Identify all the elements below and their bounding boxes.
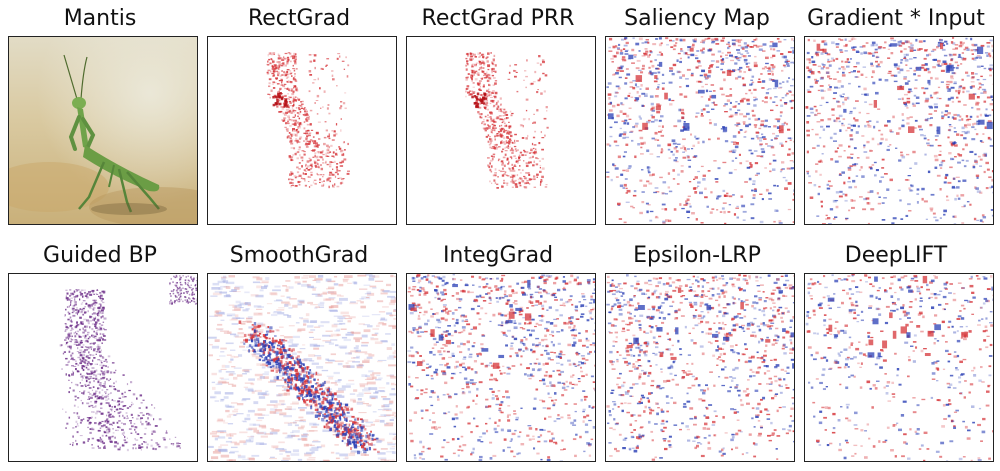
- rectgrad-attribution-map: [266, 52, 350, 189]
- rectgrad-prr-attribution-map: [465, 52, 549, 189]
- panel-mantis-photo: [8, 36, 198, 225]
- deeplift-attribution-map: [805, 274, 993, 461]
- gradient-input-attribution-map: [805, 37, 993, 224]
- panel-saliency-map: [605, 36, 795, 225]
- integgrad-attribution-map: [407, 274, 595, 461]
- saliency-map-attribution-map: [606, 37, 794, 224]
- panel-title-rectgrad-prr: RectGrad PRR: [421, 6, 575, 31]
- panel-rectgrad-prr: [406, 36, 596, 225]
- mantis-photo-image: [9, 37, 197, 224]
- panel-smoothgrad: [207, 273, 397, 462]
- panel-gradient-input: [804, 36, 994, 225]
- epsilon-lrp-attribution-map: [606, 274, 794, 461]
- guided-bp-attribution-map: [59, 274, 197, 452]
- panel-integgrad: [406, 273, 596, 462]
- panel-title-deeplift: DeepLIFT: [844, 243, 948, 268]
- panel-title-saliency-map: Saliency Map: [624, 6, 770, 31]
- panel-title-guided-bp: Guided BP: [43, 243, 157, 268]
- panel-title-smoothgrad: SmoothGrad: [229, 243, 369, 268]
- panel-deeplift: [804, 273, 994, 462]
- panel-rectgrad: [207, 36, 397, 225]
- panel-title-rectgrad: RectGrad: [247, 6, 351, 31]
- panel-title-mantis: Mantis: [63, 6, 137, 31]
- panel-guided-bp: [8, 273, 198, 462]
- panel-title-epsilon-lrp: Epsilon-LRP: [633, 243, 761, 268]
- panel-title-gradient-input: Gradient * Input: [807, 6, 985, 31]
- smoothgrad-attribution-map: [208, 274, 396, 461]
- panel-title-integgrad: IntegGrad: [442, 243, 554, 268]
- panel-epsilon-lrp: [605, 273, 795, 462]
